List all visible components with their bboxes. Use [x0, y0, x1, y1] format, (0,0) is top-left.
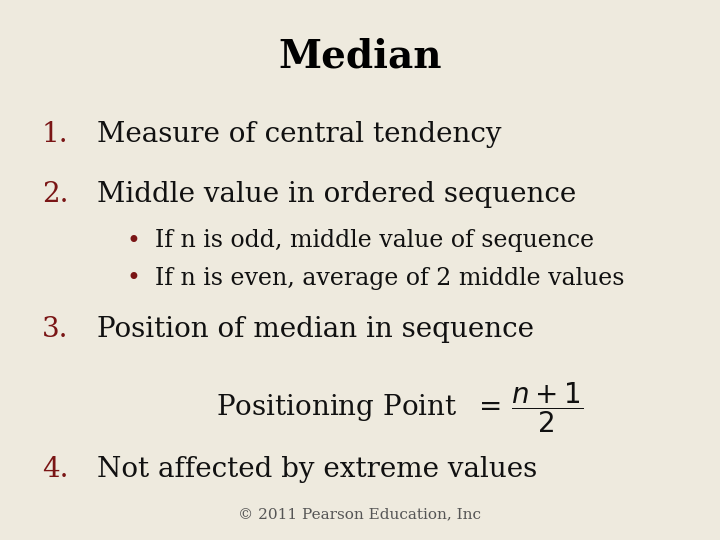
Text: Measure of central tendency: Measure of central tendency — [97, 122, 502, 148]
Text: •: • — [126, 267, 140, 291]
Text: Middle value in ordered sequence: Middle value in ordered sequence — [97, 181, 577, 208]
Text: 2.: 2. — [42, 181, 68, 208]
Text: Position of median in sequence: Position of median in sequence — [97, 316, 534, 343]
Text: 1.: 1. — [42, 122, 68, 148]
Text: If n is even, average of 2 middle values: If n is even, average of 2 middle values — [155, 267, 624, 291]
Text: Positioning Point  $=\,\dfrac{n+1}{2}$: Positioning Point $=\,\dfrac{n+1}{2}$ — [216, 381, 583, 435]
Text: 3.: 3. — [42, 316, 68, 343]
Text: Median: Median — [278, 38, 442, 76]
Text: © 2011 Pearson Education, Inc: © 2011 Pearson Education, Inc — [238, 507, 482, 521]
Text: If n is odd, middle value of sequence: If n is odd, middle value of sequence — [155, 230, 594, 253]
Text: 4.: 4. — [42, 456, 68, 483]
Text: •: • — [126, 230, 140, 253]
Text: Not affected by extreme values: Not affected by extreme values — [97, 456, 537, 483]
